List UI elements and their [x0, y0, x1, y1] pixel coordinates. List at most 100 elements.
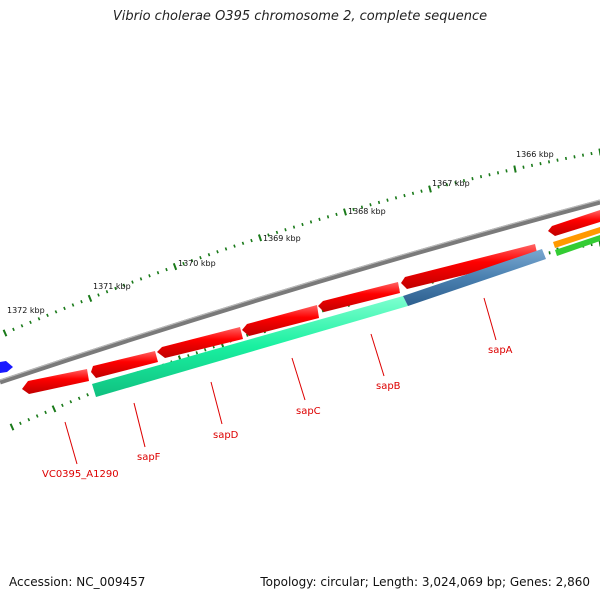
inner-tick — [86, 393, 89, 397]
outer-tick — [114, 286, 117, 291]
outer-tick — [343, 208, 347, 216]
outer-tick — [369, 203, 372, 207]
leader-sapa — [483, 297, 497, 341]
outer-tick — [20, 324, 24, 328]
outer-tick — [156, 271, 160, 275]
outer-tick — [284, 228, 287, 232]
gene-label-sapa: sapA — [488, 345, 513, 356]
outer-tick — [505, 169, 508, 173]
outer-tick — [352, 207, 355, 212]
outer-tick-row — [2, 148, 600, 337]
outer-tick — [309, 220, 313, 224]
inner-tick — [203, 348, 207, 352]
outer-tick — [207, 253, 211, 257]
kbp-label-1371: 1371 kbp — [93, 282, 131, 291]
outer-tick — [224, 247, 228, 251]
outer-tick — [105, 290, 109, 294]
outer-tick — [37, 317, 41, 321]
outer-tick — [581, 153, 585, 157]
outer-tick — [275, 230, 279, 235]
inner-tick — [245, 333, 249, 337]
outer-tick — [199, 255, 202, 260]
outer-tick — [216, 250, 219, 254]
gene-leader-lines — [64, 297, 497, 465]
inner-tick — [35, 414, 39, 418]
outer-tick — [479, 175, 483, 179]
kbp-label-1369: 1369 kbp — [263, 234, 301, 243]
outer-tick — [335, 212, 338, 217]
inner-tick — [27, 417, 31, 422]
outer-tick — [301, 222, 304, 227]
outer-tick — [63, 306, 66, 311]
kbp-label-1367: 1367 kbp — [432, 179, 470, 188]
gene-blue-left — [0, 361, 13, 373]
outer-tick — [241, 241, 245, 245]
chromosome-backbone — [0, 199, 600, 385]
outer-tick — [377, 200, 381, 205]
inner-tick — [9, 423, 15, 431]
gene-arrow-sapc — [242, 305, 319, 336]
inner-tick — [69, 400, 73, 404]
outer-tick — [539, 162, 542, 166]
operon-band-blue — [403, 249, 546, 306]
outer-tick — [97, 293, 100, 297]
outer-tick — [471, 177, 474, 181]
inner-tick — [44, 410, 47, 415]
outer-tick — [233, 244, 236, 248]
outer-tick — [488, 173, 491, 177]
gene-label-sapf: sapF — [137, 452, 161, 463]
outer-tick — [403, 193, 406, 198]
outer-tick — [454, 181, 457, 185]
outer-tick — [292, 225, 296, 229]
outer-tick — [182, 261, 185, 266]
outer-tick — [437, 185, 440, 189]
outer-tick — [29, 320, 32, 325]
outer-tick — [496, 171, 500, 175]
outer-tick — [326, 215, 330, 219]
outer-tick — [165, 267, 168, 272]
kbp-labels: 1366 kbp 1367 kbp 1368 kbp 1369 kbp 1370… — [7, 150, 554, 315]
gene-arrow-sapa — [401, 244, 538, 289]
leader-sapd — [210, 381, 223, 425]
inner-tick — [77, 396, 81, 401]
outer-tick — [257, 234, 263, 242]
genome-stats-text: Topology: circular; Length: 3,024,069 bp… — [260, 575, 590, 589]
gene-arrow-sapb — [318, 282, 400, 312]
outer-tick — [420, 189, 423, 193]
outer-tick — [573, 155, 576, 159]
outer-tick — [590, 151, 593, 156]
right-band-green — [555, 235, 600, 256]
outer-tick — [12, 327, 15, 332]
outer-tick — [530, 163, 534, 168]
gene-label-sapd: sapD — [213, 430, 239, 441]
outer-tick — [522, 165, 525, 169]
kbp-label-1366: 1366 kbp — [516, 150, 554, 159]
outer-tick — [46, 313, 49, 318]
gene-arrows-red — [22, 210, 600, 394]
outer-tick — [131, 280, 134, 284]
map-title: Vibrio cholerae O395 chromosome 2, compl… — [112, 9, 488, 24]
outer-tick — [462, 179, 466, 183]
outer-tick — [190, 258, 194, 263]
gene-arrow-sapf — [91, 351, 158, 378]
outer-tick — [318, 217, 321, 222]
outer-tick — [54, 310, 58, 314]
outer-tick — [148, 274, 151, 278]
outer-tick — [428, 185, 432, 193]
gene-label-sapc: sapC — [296, 406, 321, 417]
outer-tick — [87, 294, 93, 302]
outer-tick — [122, 283, 126, 287]
gene-arrow-right — [548, 210, 600, 236]
outer-tick — [547, 160, 551, 164]
leader-vc0395-a1290 — [64, 421, 78, 465]
inner-tick — [548, 251, 551, 255]
inner-tick — [19, 421, 22, 426]
outer-tick — [556, 158, 559, 162]
outer-tick — [411, 191, 415, 196]
kbp-label-1372: 1372 kbp — [7, 306, 45, 315]
gene-label-vc0395-a1290: VC0395_A1290 — [42, 469, 119, 480]
outer-tick — [445, 183, 449, 187]
leader-sapc — [291, 357, 306, 401]
outer-tick — [386, 198, 389, 202]
